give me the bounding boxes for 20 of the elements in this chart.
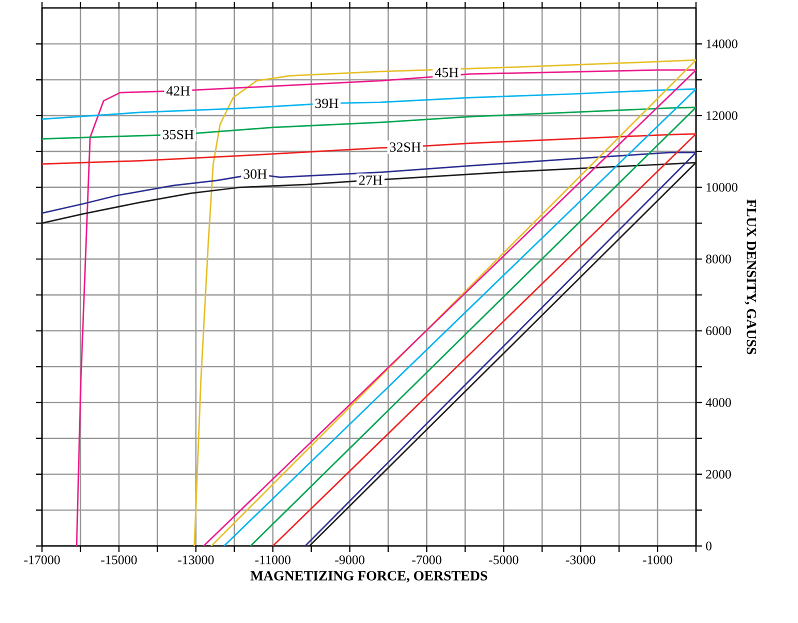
y-tick-label: 4000 — [706, 398, 731, 407]
x-tick-label: -9000 — [335, 556, 364, 564]
x-tick-label: -1000 — [642, 556, 672, 564]
y-tick-label: 8000 — [706, 254, 731, 264]
annotation: 45H — [434, 68, 458, 78]
y-tick-label: 6000 — [706, 326, 731, 336]
y-tick-label: 2000 — [706, 470, 731, 479]
y-tick-label: 10000 — [706, 182, 738, 192]
y-tick-label: 14000 — [706, 39, 738, 48]
x-axis-title: MAGNETIZING FORCE, OERSTEDS — [250, 571, 488, 582]
x-tick-label: -15000 — [101, 556, 137, 564]
y-axis-title: FLUX DENSITY, GAUSS — [744, 199, 756, 354]
x-tick-label: -7000 — [412, 556, 442, 564]
x-tick-label: -13000 — [178, 556, 214, 564]
x-tick-label: -11000 — [255, 556, 290, 564]
x-tick-label: -5000 — [489, 556, 518, 564]
x-tick-label: -3000 — [566, 556, 596, 564]
y-tick-label: 12000 — [706, 111, 738, 120]
x-tick-label: -17000 — [24, 556, 60, 564]
y-tick-label: 0 — [706, 542, 712, 550]
